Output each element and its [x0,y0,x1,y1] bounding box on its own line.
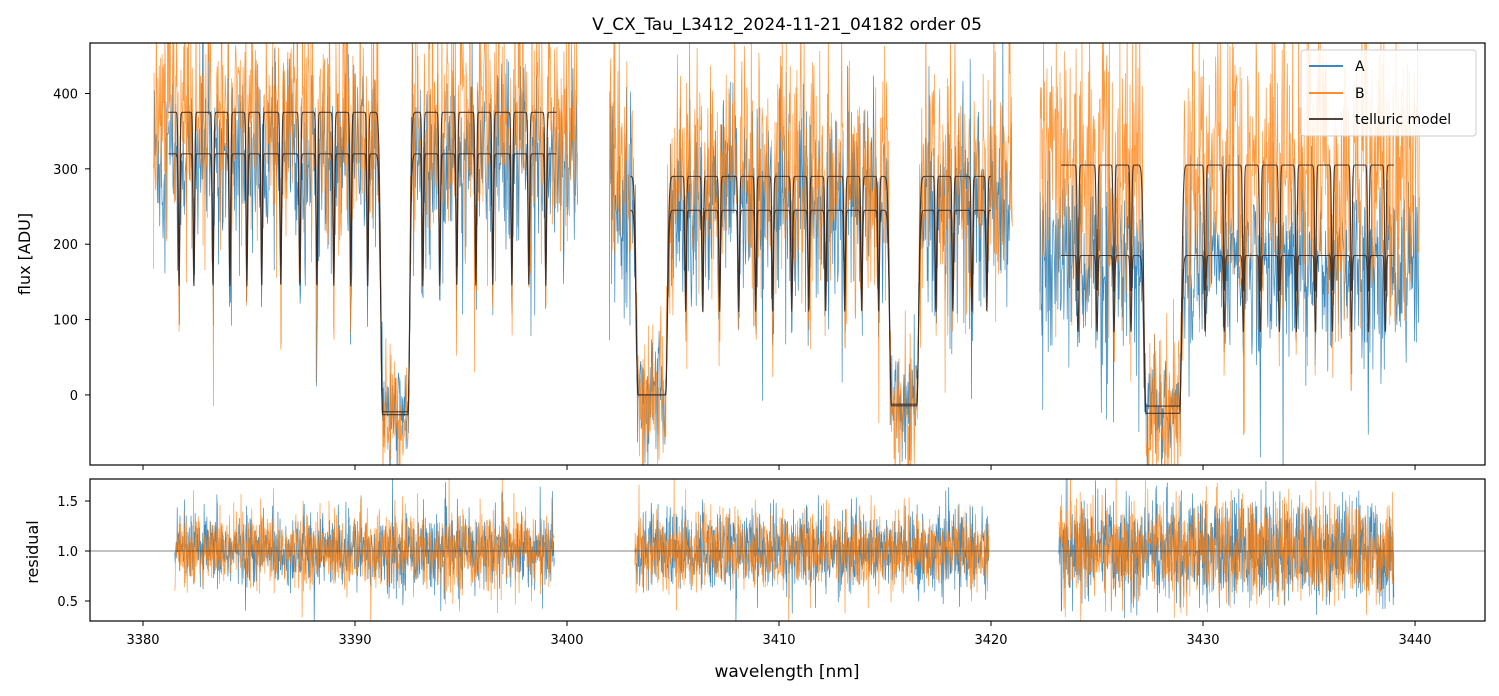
residual-x-tick-label: 3440 [1398,633,1431,648]
residual-axis-ticks: 0.5 1.0 1.5 3380 3390 3400 3410 3420 3430 3440 [57,495,1431,648]
residual-x-tick-label: 3420 [974,633,1007,648]
residual-x-tick-label: 3390 [338,633,371,648]
flux-y-axis-label: flux [ADU] [15,213,34,295]
residual-series-b-segment-3 [1058,479,1395,621]
residual-y-tick-label: 1.0 [57,545,78,560]
residual-x-tick-label: 3410 [762,633,795,648]
flux-y-tick-label: 200 [53,238,78,253]
flux-y-tick-label: 100 [53,314,78,329]
flux-axes-frame [89,42,1486,466]
flux-y-tick-label: 0 [70,389,78,404]
flux-series-b-segment-2 [609,43,1013,465]
residual-plot-area [90,479,1485,621]
telluric-model-a-segment-2 [630,209,992,405]
flux-y-tick-label: 400 [53,87,78,102]
telluric-model-b-segment-3 [1060,164,1394,414]
residual-y-tick-label: 1.5 [57,495,78,510]
residual-series-b-segment-2 [634,479,990,621]
legend: A B telluric model [1300,49,1477,137]
residual-y-tick-label: 0.5 [57,595,78,610]
telluric-model-b-segment-2 [630,175,992,407]
residual-axes-frame [89,478,1486,622]
residual-x-tick-label: 3430 [1186,633,1219,648]
legend-label-telluric-model: telluric model [1355,112,1451,128]
legend-label-b: B [1355,86,1365,102]
telluric-model-b-segment-1 [168,111,557,416]
residual-x-tick-label: 3400 [550,633,583,648]
flux-plot-area [153,43,1420,465]
flux-y-tick-label: 300 [53,163,78,178]
legend-label-a: A [1355,59,1365,75]
residual-series-b-segment-1 [174,479,555,621]
telluric-model-a-segment-3 [1060,254,1394,407]
x-axis-label: wavelength [nm] [714,662,859,682]
legend-box [1300,49,1477,137]
flux-series-a-segment-3 [1039,141,1420,465]
residual-x-tick-label: 3380 [126,633,159,648]
residual-y-axis-label: residual [23,520,42,583]
chart-title: V_CX_Tau_L3412_2024-11-21_04182 order 05 [592,15,982,35]
flux-axis-ticks: 0 100 200 300 400 [53,87,1416,470]
